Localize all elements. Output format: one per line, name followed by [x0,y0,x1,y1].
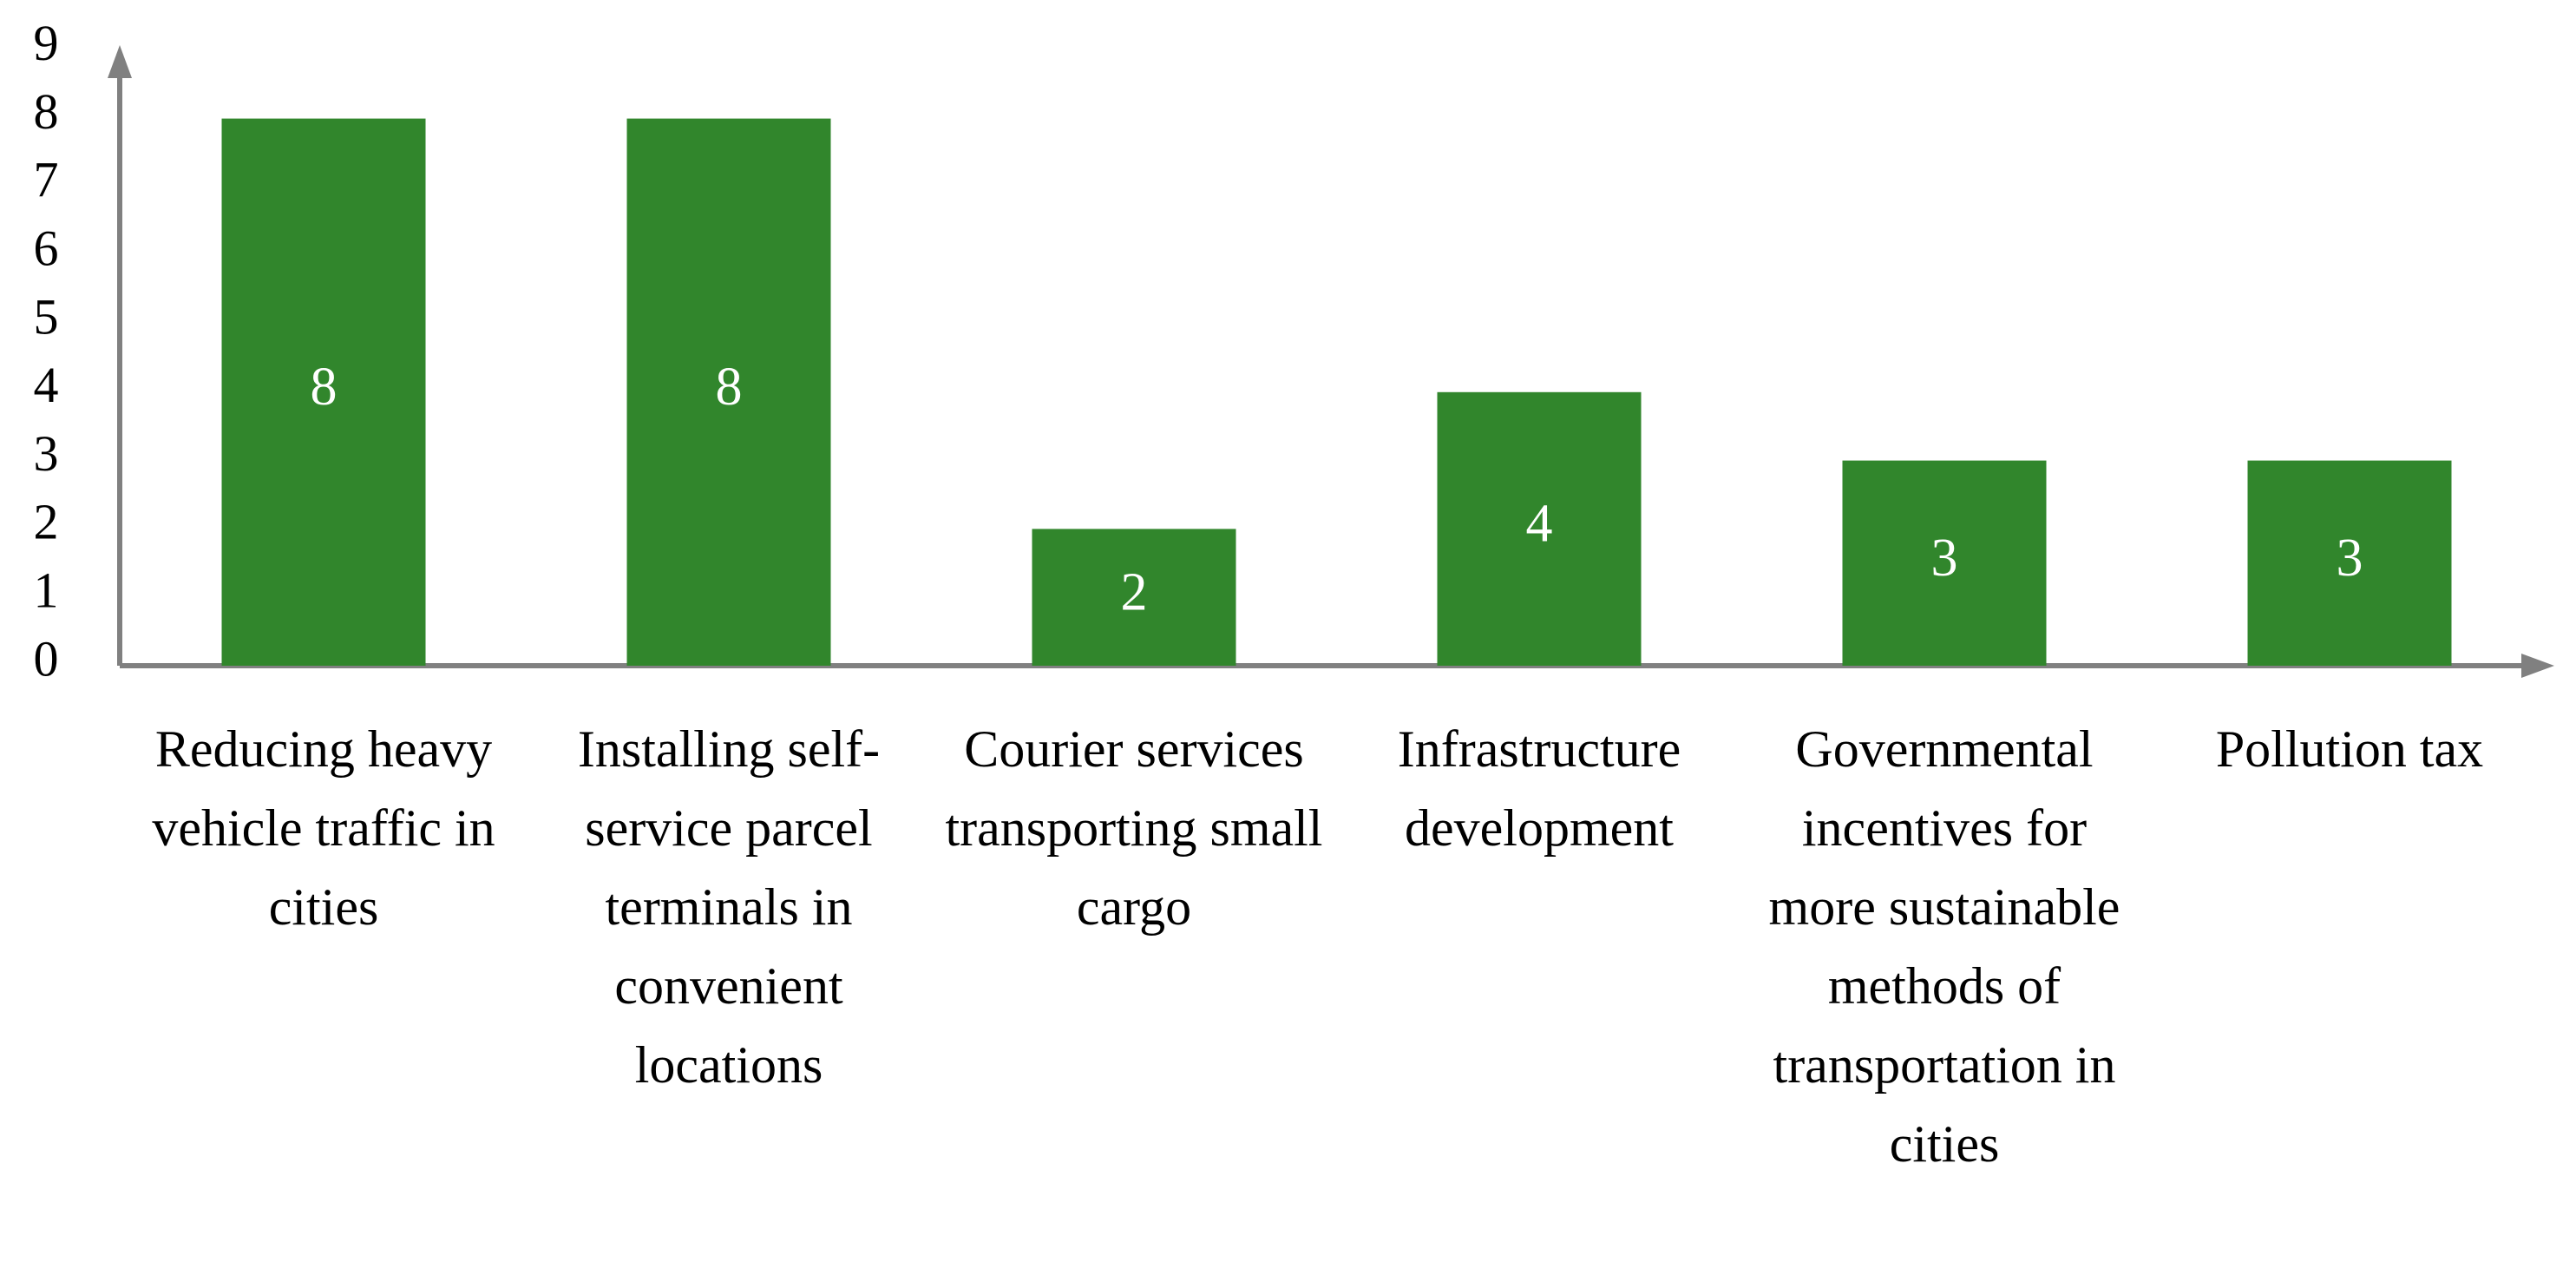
value-label: 8 [311,358,338,417]
x-tick-label: Courier services transporting small carg… [945,720,1323,936]
y-tick-label: 0 [34,630,59,687]
y-axis-arrow [108,45,132,78]
value-label: 3 [2337,529,2363,588]
value-label: 4 [1526,495,1553,554]
y-tick-label: 8 [34,83,59,140]
value-label: 3 [1931,529,1958,588]
y-tick-label: 1 [34,562,59,619]
x-tick-label: Reducing heavy vehicle traffic in cities [152,720,495,936]
y-tick-label: 5 [34,288,59,345]
y-tick-label: 3 [34,425,59,482]
bar [221,118,426,667]
bar [2247,460,2452,666]
value-label: 2 [1121,562,1148,621]
y-tick-label: 7 [34,152,59,208]
y-tick-label: 4 [34,357,59,413]
bar [1032,529,1236,666]
y-tick-label: 2 [34,494,59,550]
y-tick-label: 9 [34,15,59,71]
y-tick-label: 6 [34,220,59,277]
x-tick-label: Infrastructure development [1397,720,1681,857]
value-label: 8 [716,358,743,417]
bar [1437,391,1642,666]
bar [626,118,831,667]
x-tick-label: Governmental incentives for more sustain… [1768,720,2120,1173]
x-tick-label: Installing self-service parcel terminals… [577,720,881,1094]
x-axis-arrow [2521,654,2554,678]
x-tick-label: Pollution tax [2215,720,2484,778]
bar [1842,460,2047,666]
